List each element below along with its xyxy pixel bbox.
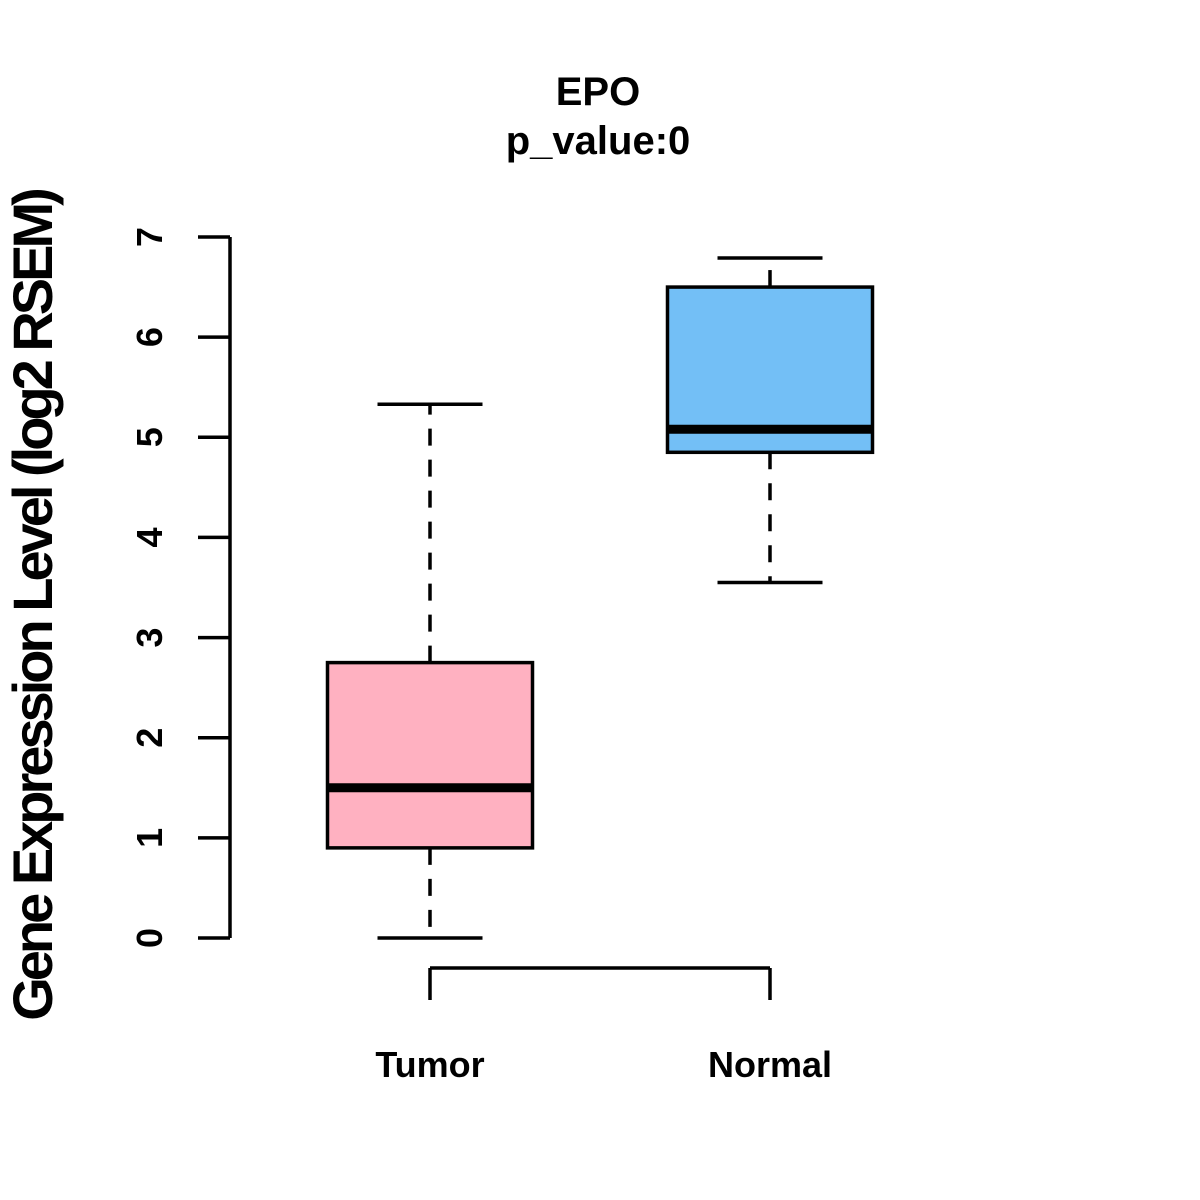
y-axis: 0 1 2 3 4 5 6 7 <box>129 227 232 948</box>
y-axis-label: Gene Expression Level (log2 RSEM) <box>1 190 64 1021</box>
x-axis: Tumor Normal <box>375 966 832 1085</box>
y-tick-label-0: 0 <box>129 928 170 948</box>
x-label-normal: Normal <box>708 1044 832 1085</box>
y-tick-label-4: 4 <box>129 527 170 547</box>
y-tick-label-6: 6 <box>129 327 170 347</box>
x-label-tumor: Tumor <box>375 1044 484 1085</box>
chart-title: EPO <box>556 70 640 114</box>
y-tick-label-1: 1 <box>129 828 170 848</box>
y-tick-label-2: 2 <box>129 728 170 748</box>
y-tick-label-5: 5 <box>129 427 170 447</box>
boxes-layer <box>325 256 875 940</box>
tumor-box <box>325 660 535 850</box>
chart-subtitle: p_value:0 <box>506 119 691 163</box>
normal-box <box>665 285 875 455</box>
y-tick-label-7: 7 <box>129 227 170 247</box>
y-tick-label-3: 3 <box>129 628 170 648</box>
